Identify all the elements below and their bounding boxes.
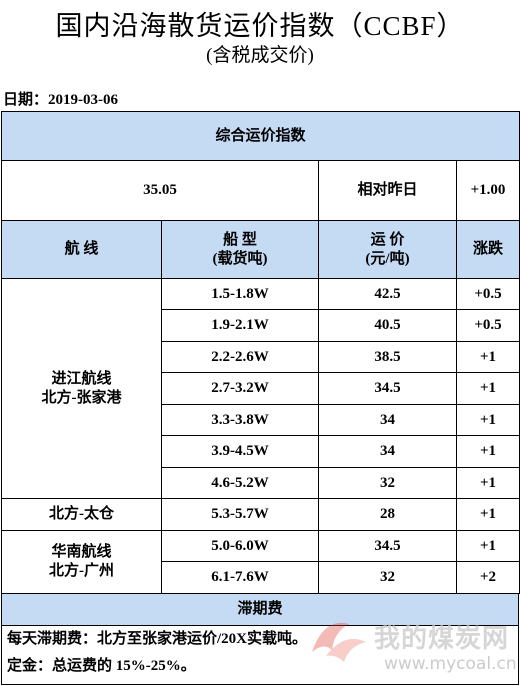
- date-label: 日期：: [3, 92, 49, 108]
- table-row: 2.2-2.6W 38.5 +1: [2, 340, 520, 374]
- ship-type-cell: 5.3-5.7W: [161, 498, 319, 531]
- change-cell: +1: [455, 529, 520, 563]
- table-row: 2.7-3.2W 34.5 +1: [2, 372, 520, 405]
- date-value: 2019-03-06: [48, 92, 119, 108]
- table-row: 北方-太仓 5.3-5.7W 28 +1: [1, 498, 520, 531]
- col-header-rate: 运 价 (元/吨): [318, 220, 457, 279]
- date-line: 日期：2019-03-06: [3, 88, 118, 109]
- change-cell: +1: [455, 340, 520, 374]
- ship-type-cell: 6.1-7.6W: [161, 561, 319, 594]
- table-row: 4.6-5.2W 32 +1: [2, 466, 520, 500]
- ship-type-cell: 3.9-4.5W: [161, 435, 319, 468]
- page-subtitle: (含税成交价): [206, 45, 314, 66]
- col-header-ship-type: 船 型 (载货吨): [161, 220, 319, 279]
- rate-cell: 34.5: [318, 529, 457, 563]
- change-cell: +1: [455, 372, 520, 405]
- table-row: 3.9-4.5W 34 +1: [2, 435, 520, 468]
- change-cell: +1: [455, 435, 520, 468]
- ship-type-cell: 4.6-5.2W: [161, 466, 319, 500]
- rate-cell: 32: [318, 466, 457, 500]
- rate-line1: 运 价: [370, 231, 405, 248]
- rate-cell: 28: [318, 498, 457, 531]
- table-row: 3.3-3.8W 34 +1: [2, 403, 520, 437]
- rate-cell: 32: [318, 561, 457, 594]
- ship-type-cell: 2.2-2.6W: [161, 340, 319, 374]
- rate-cell: 38.5: [318, 340, 457, 374]
- table-row: 1.9-2.1W 40.5 +0.5: [2, 309, 520, 342]
- table-row: 进江航线北方-张家港 1.5-1.8W 42.5 +0.5: [1, 277, 520, 500]
- route-line2: 北方-张家港: [41, 389, 122, 406]
- rate-cell: 42.5: [318, 277, 457, 311]
- route-name: 北方-太仓: [1, 498, 162, 531]
- route-name: 华南航线 北方-广州: [1, 529, 162, 595]
- table-row: 6.1-7.6W 32 +2: [2, 561, 520, 594]
- demurrage-section: 滞期费 每天滞期费：北方至张家港运价/20X实载吨。 定金：总运费的 15%-2…: [1, 594, 519, 685]
- ship-type-cell: 1.5-1.8W: [161, 277, 319, 311]
- composite-index-value: 35.05: [1, 160, 319, 222]
- ship-type-cell: 1.9-2.1W: [161, 309, 319, 342]
- change-cell: +0.5: [455, 277, 520, 311]
- rate-cell: 34: [318, 435, 457, 468]
- route-line1: 华南航线: [51, 544, 112, 561]
- route-line2: 北方-广州: [49, 562, 114, 579]
- col-header-route: 航 线: [1, 220, 162, 279]
- demurrage-line-1: 每天滞期费：北方至张家港运价/20X实载吨。: [7, 631, 308, 647]
- route-name: 进江航线北方-张家港: [1, 277, 162, 500]
- ship-type-cell: 2.7-3.2W: [161, 372, 319, 405]
- change-cell: +2: [455, 561, 520, 594]
- rate-cell: 34: [318, 403, 457, 437]
- change-cell: +0.5: [455, 309, 520, 342]
- rate-cell: 40.5: [318, 309, 457, 342]
- ship-type-cell: 3.3-3.8W: [161, 403, 319, 437]
- change-cell: +1: [455, 498, 520, 531]
- page-title: 国内沿海散货运价指数（CCBF）: [55, 11, 465, 41]
- freight-index-table: 综合运价指数 35.05 相对昨日 +1.00 航 线 船 型 (载货吨) 运 价…: [0, 110, 520, 595]
- change-cell: +1: [455, 466, 520, 500]
- rate-line2: (元/吨): [365, 250, 410, 267]
- demurrage-heading: 滞期费: [2, 594, 518, 626]
- compare-label: 相对昨日: [318, 160, 457, 222]
- ship-type-cell: 5.0-6.0W: [161, 529, 319, 563]
- rate-cell: 34.5: [318, 372, 457, 405]
- composite-change: +1.00: [455, 160, 520, 222]
- demurrage-line-2: 定金：总运费的 15%-25%。: [7, 658, 196, 674]
- table-row: 华南航线 北方-广州 5.0-6.0W 34.5 +1: [1, 529, 520, 595]
- col-header-change: 涨跌: [455, 220, 520, 279]
- route-line1: 进江航线: [51, 370, 112, 387]
- change-cell: +1: [455, 403, 520, 437]
- ship-type-line1: 船 型: [223, 231, 257, 248]
- ship-type-line2: (载货吨): [212, 250, 268, 267]
- composite-index-heading: 综合运价指数: [0, 110, 520, 162]
